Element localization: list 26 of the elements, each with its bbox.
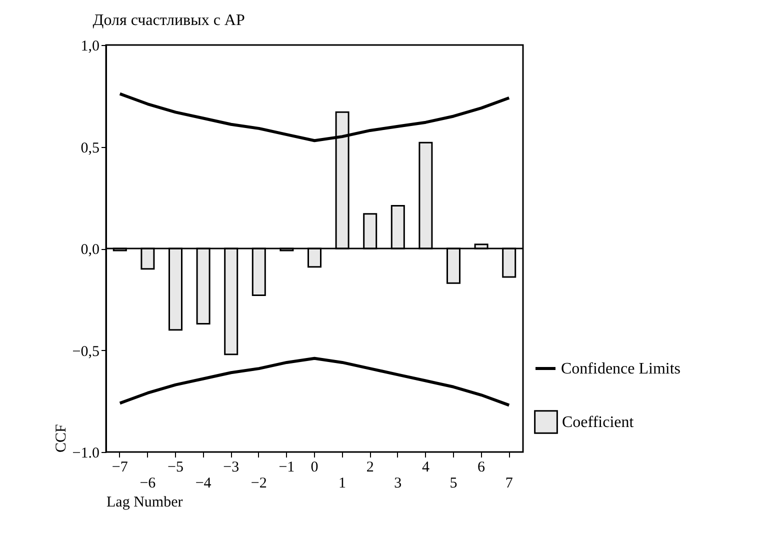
y-tick-label: −1.0: [72, 446, 100, 462]
x-tick-label: −1: [278, 460, 295, 476]
line-series: [118, 356, 511, 407]
x-tick-label: −7: [112, 460, 128, 476]
x-tick-label: 2: [366, 460, 374, 476]
x-tick-label: −4: [195, 476, 212, 492]
legend-label: Confidence Limits: [561, 360, 681, 378]
y-tick-label: 0,5: [80, 140, 100, 156]
x-axis-title: Lag Number: [106, 494, 183, 510]
x-tick-label: 1: [338, 476, 346, 492]
x-tick-label: −3: [223, 460, 240, 476]
y-tick-label: 0,0: [80, 242, 100, 258]
x-tick-label: 4: [422, 460, 430, 476]
y-tick-label: 1,0: [80, 38, 100, 54]
chart-title: Доля счастливых с АР: [92, 12, 245, 29]
legend-label: Coefficient: [562, 414, 634, 431]
x-tick-label: 3: [394, 476, 402, 492]
x-tick-label: 0: [310, 460, 318, 476]
y-tick-label: −0,5: [72, 344, 100, 360]
x-tick-label: −5: [168, 460, 184, 476]
y-axis-title: CCF: [53, 424, 70, 452]
x-tick-label: −6: [140, 476, 156, 492]
x-tick-label: 5: [450, 476, 458, 492]
x-tick-label: 7: [505, 476, 514, 492]
x-tick-label: −2: [250, 476, 267, 492]
x-tick-label: 6: [478, 460, 486, 476]
